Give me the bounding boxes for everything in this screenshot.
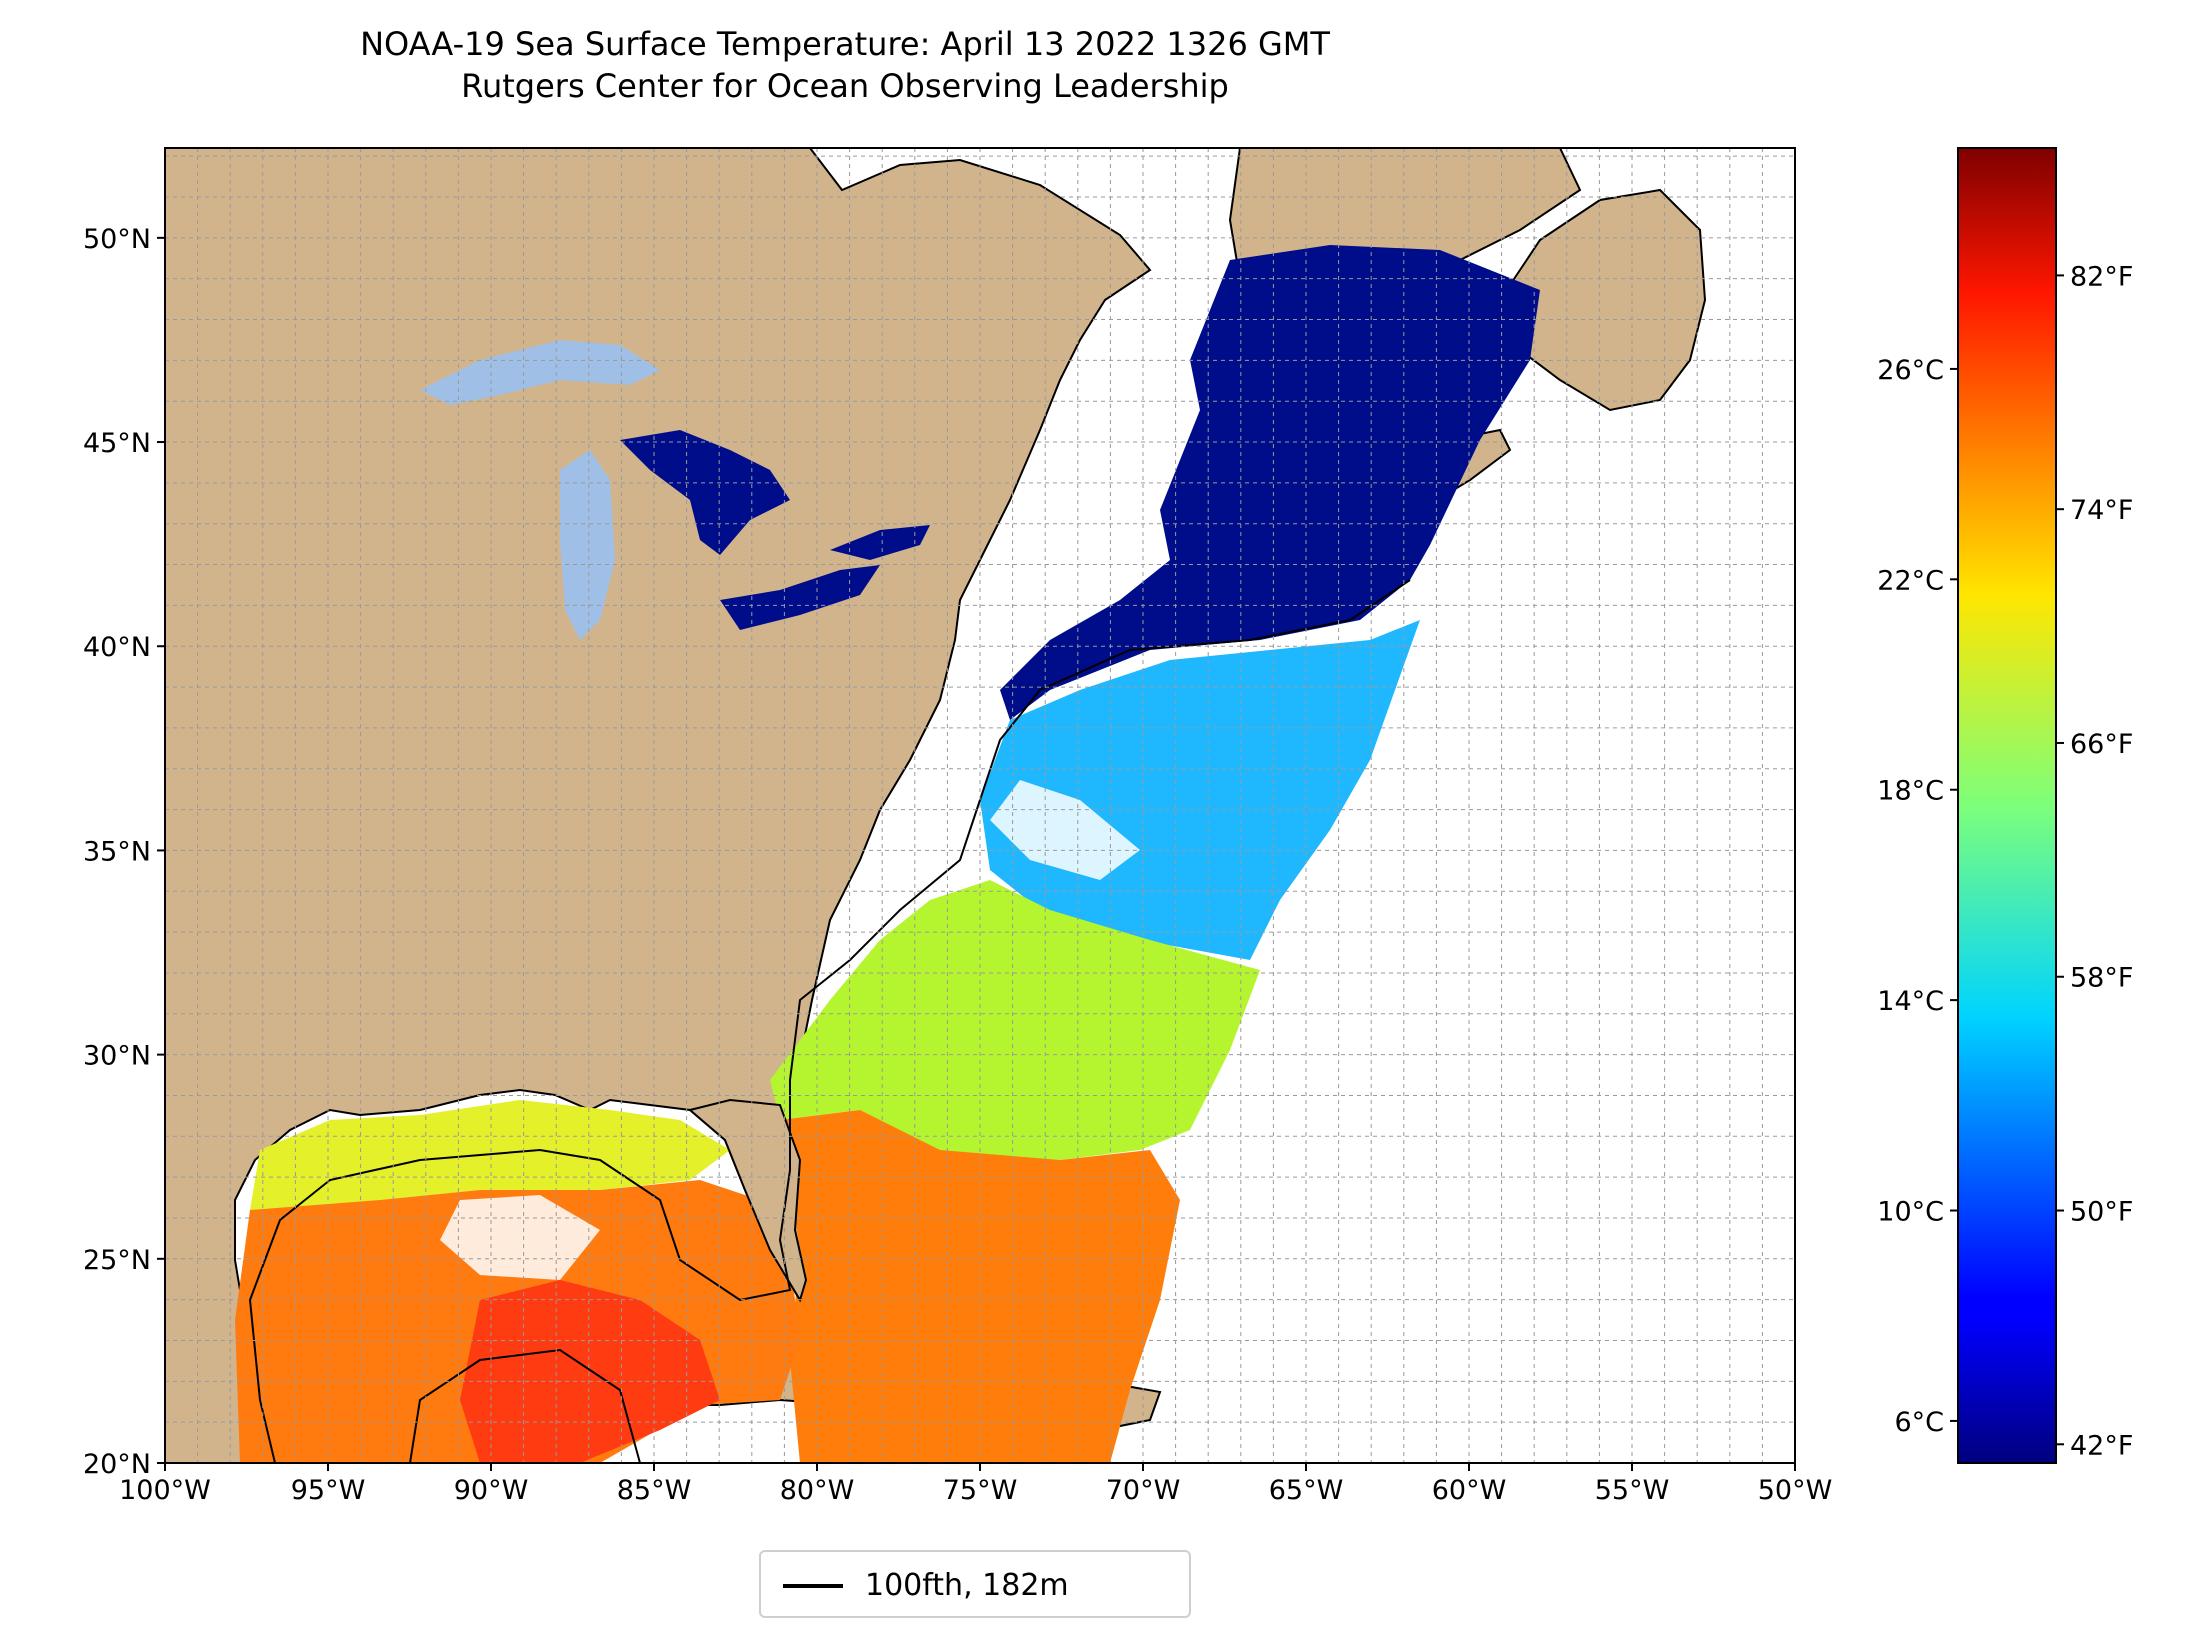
longitude-labels: 100°W 95°W 90°W 85°W 80°W 75°W 70°W 65°W 60°W 55°… xyxy=(119,1463,1832,1506)
legend-label: 100fth, 182m xyxy=(865,1568,1069,1603)
latitude-tick-label: 45°N xyxy=(83,428,151,459)
longitude-tick-label: 95°W xyxy=(291,1475,366,1506)
legend-line-swatch xyxy=(783,1584,843,1588)
celsius-tick-label: 14°C xyxy=(1877,986,1944,1017)
latitude-tick-label: 50°N xyxy=(83,224,151,255)
fahrenheit-tick-label: 58°F xyxy=(2070,963,2133,994)
isobath-100fth-gulf xyxy=(409,1348,641,1463)
fahrenheit-tick-label: 42°F xyxy=(2070,1430,2133,1461)
longitude-tick-label: 85°W xyxy=(617,1475,692,1506)
latitude-tick-label: 20°N xyxy=(83,1449,151,1480)
longitude-tick-label: 65°W xyxy=(1269,1475,1344,1506)
land-florida xyxy=(687,1098,808,1303)
fahrenheit-tick-label: 82°F xyxy=(2070,261,2133,292)
celsius-tick-label: 18°C xyxy=(1877,776,1944,807)
colorbar xyxy=(1957,147,2057,1464)
fahrenheit-tick-label: 66°F xyxy=(2070,729,2133,760)
lake-superior xyxy=(420,340,660,405)
latitude-tick-label: 25°N xyxy=(83,1245,151,1276)
legend: 100fth, 182m xyxy=(759,1550,1191,1618)
latitude-tick-label: 35°N xyxy=(83,836,151,867)
longitude-tick-label: 50°W xyxy=(1758,1475,1833,1506)
lake-huron xyxy=(620,430,790,555)
longitude-tick-label: 55°W xyxy=(1595,1475,1670,1506)
longitude-tick-label: 100°W xyxy=(119,1475,211,1506)
chart-title: NOAA-19 Sea Surface Temperature: April 1… xyxy=(360,25,1330,63)
latitude-tick-label: 40°N xyxy=(83,632,151,663)
celsius-tick-label: 6°C xyxy=(1894,1407,1944,1438)
lake-erie xyxy=(720,565,880,630)
celsius-tick-label: 10°C xyxy=(1877,1197,1944,1228)
fahrenheit-tick-label: 74°F xyxy=(2070,495,2133,526)
latitude-labels: 20°N 25°N 30°N 35°N 40°N 45°N 50°N xyxy=(83,224,165,1480)
chart-subtitle: Rutgers Center for Ocean Observing Leade… xyxy=(461,67,1229,105)
fahrenheit-tick-label: 50°F xyxy=(2070,1197,2133,1228)
longitude-tick-label: 60°W xyxy=(1432,1475,1507,1506)
sst-gulf-hot xyxy=(460,1280,720,1463)
clouds-atlantic xyxy=(990,780,1140,880)
celsius-tick-label: 22°C xyxy=(1877,565,1944,596)
latitude-tick-label: 30°N xyxy=(83,1041,151,1072)
colorbar-ticks: 6°C 10°C 14°C 18°C 22°C 26°C 42°F 50°F 58°F 66°F 7… xyxy=(1877,261,2133,1461)
map-grid xyxy=(164,148,1796,1464)
sst-swath-mid xyxy=(770,880,1260,1160)
lake-michigan xyxy=(560,450,615,640)
land-newfoundland xyxy=(1498,188,1707,412)
longitude-tick-label: 70°W xyxy=(1106,1475,1181,1506)
longitude-tick-label: 75°W xyxy=(943,1475,1018,1506)
celsius-tick-label: 26°C xyxy=(1877,355,1944,386)
lake-ontario xyxy=(830,525,930,560)
longitude-tick-label: 80°W xyxy=(780,1475,855,1506)
longitude-tick-label: 90°W xyxy=(454,1475,529,1506)
map-area xyxy=(165,148,1795,1463)
